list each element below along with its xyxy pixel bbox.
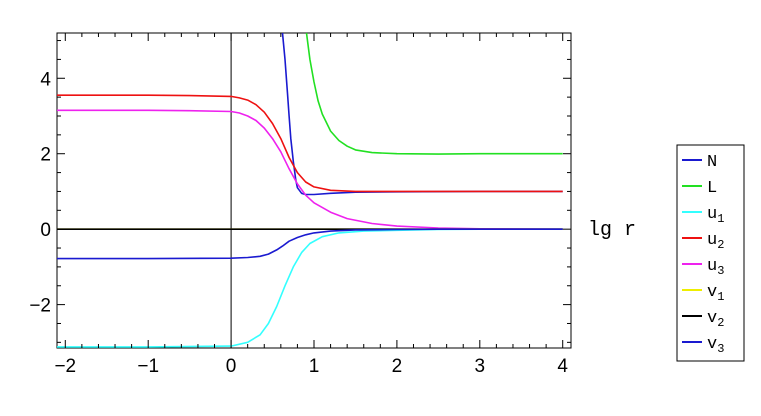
series-line-u3 [57, 109, 563, 230]
x-tick-label: 4 [557, 356, 568, 377]
legend-box [676, 144, 745, 362]
y-tick-label: −2 [29, 296, 51, 317]
x-tick-label: 3 [475, 356, 486, 377]
x-tick-label: −2 [54, 356, 76, 377]
series-group [57, 33, 563, 348]
x-tick-label: 1 [309, 356, 320, 377]
x-tick-label: 2 [392, 356, 403, 377]
series-line-N [281, 33, 563, 196]
ticks-group: −2 −1 0 1 2 3 4 −2 0 2 4 [29, 33, 571, 377]
y-tick-label: 2 [40, 145, 51, 166]
y-tick-label: 4 [40, 69, 51, 90]
series-line-u2 [57, 94, 563, 193]
series-line-u1 [57, 228, 563, 348]
y-tick-label: 0 [40, 220, 51, 241]
series-line-v3 [57, 228, 563, 260]
series-line-L [305, 33, 563, 155]
x-tick-label: −1 [137, 356, 159, 377]
x-tick-label: 0 [226, 356, 237, 377]
legend-entry: N [707, 153, 717, 172]
x-axis-label: lg r [588, 219, 636, 242]
legend-entry: L [707, 179, 717, 198]
